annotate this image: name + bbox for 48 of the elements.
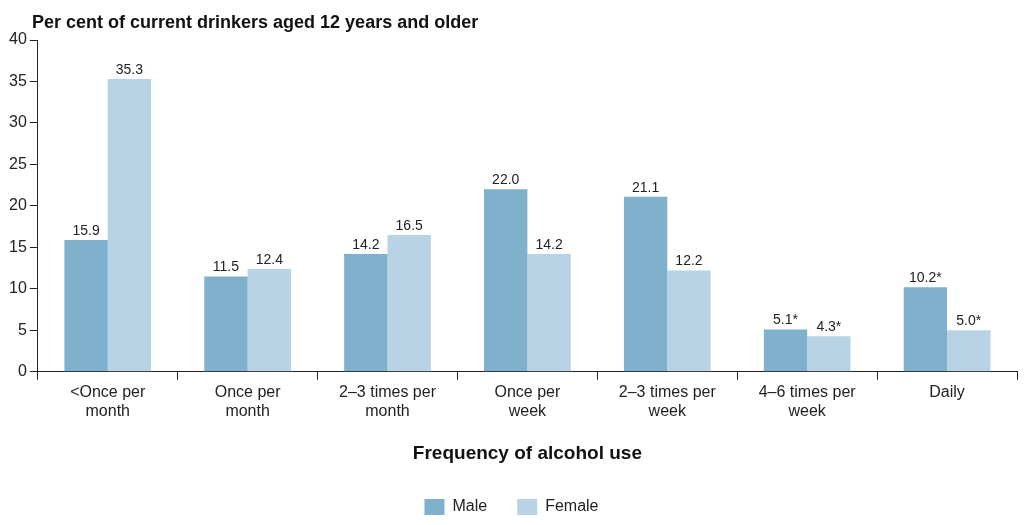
data-label: 16.5 <box>395 216 424 233</box>
data-label: 22.0 <box>492 171 520 188</box>
bar <box>107 78 152 372</box>
bar <box>623 196 668 372</box>
x-tick-label: 2–3 times per month <box>339 382 437 420</box>
bar <box>387 234 431 372</box>
data-label: 14.2 <box>535 235 563 252</box>
bar <box>247 268 291 372</box>
y-tick-label: 5 <box>17 320 27 338</box>
bar <box>807 336 851 372</box>
data-label: 15.9 <box>72 221 100 238</box>
legend-label: Female <box>545 497 599 515</box>
data-label: 10.2* <box>909 269 943 286</box>
y-tick-label: 20 <box>9 196 27 214</box>
data-label: 12.4 <box>255 250 284 267</box>
x-axis-title: Frequency of alcohol use <box>412 441 642 463</box>
y-tick-label: 25 <box>9 154 27 172</box>
y-tick-label: 30 <box>9 113 27 131</box>
data-label: 21.1 <box>631 178 660 195</box>
bar <box>763 329 808 372</box>
data-label: 4.3* <box>816 317 842 334</box>
bar <box>344 254 388 372</box>
bar <box>527 254 571 372</box>
bar <box>947 330 991 372</box>
x-tick-label: Once per week <box>494 382 561 420</box>
y-axis-title: Per cent of current drinkers aged 12 years and older <box>32 11 479 32</box>
legend-label: Male <box>452 497 488 515</box>
data-label: 11.5 <box>212 258 240 275</box>
x-tick-label: <Once per month <box>70 382 146 420</box>
y-tick-label: 10 <box>9 279 27 297</box>
data-label: 14.2 <box>352 235 380 252</box>
data-label: 12.2 <box>675 252 703 269</box>
bar <box>204 276 248 372</box>
bar <box>64 239 108 372</box>
data-label: 5.0* <box>956 312 982 329</box>
data-label: 5.1* <box>773 311 799 328</box>
data-label: 35.3 <box>115 60 144 77</box>
bar <box>484 189 528 372</box>
x-tick-label: Once per month <box>214 382 282 420</box>
x-tick-label: 4–6 times per week <box>758 382 857 420</box>
bar <box>667 270 711 372</box>
bar <box>903 287 948 372</box>
y-tick-label: 15 <box>9 237 27 255</box>
y-tick-label: 40 <box>9 30 27 48</box>
y-tick-label: 0 <box>17 362 27 380</box>
x-tick-label: Daily <box>929 382 965 400</box>
y-tick-label: 35 <box>9 71 27 89</box>
x-tick-label: 2–3 times per week <box>618 382 717 420</box>
